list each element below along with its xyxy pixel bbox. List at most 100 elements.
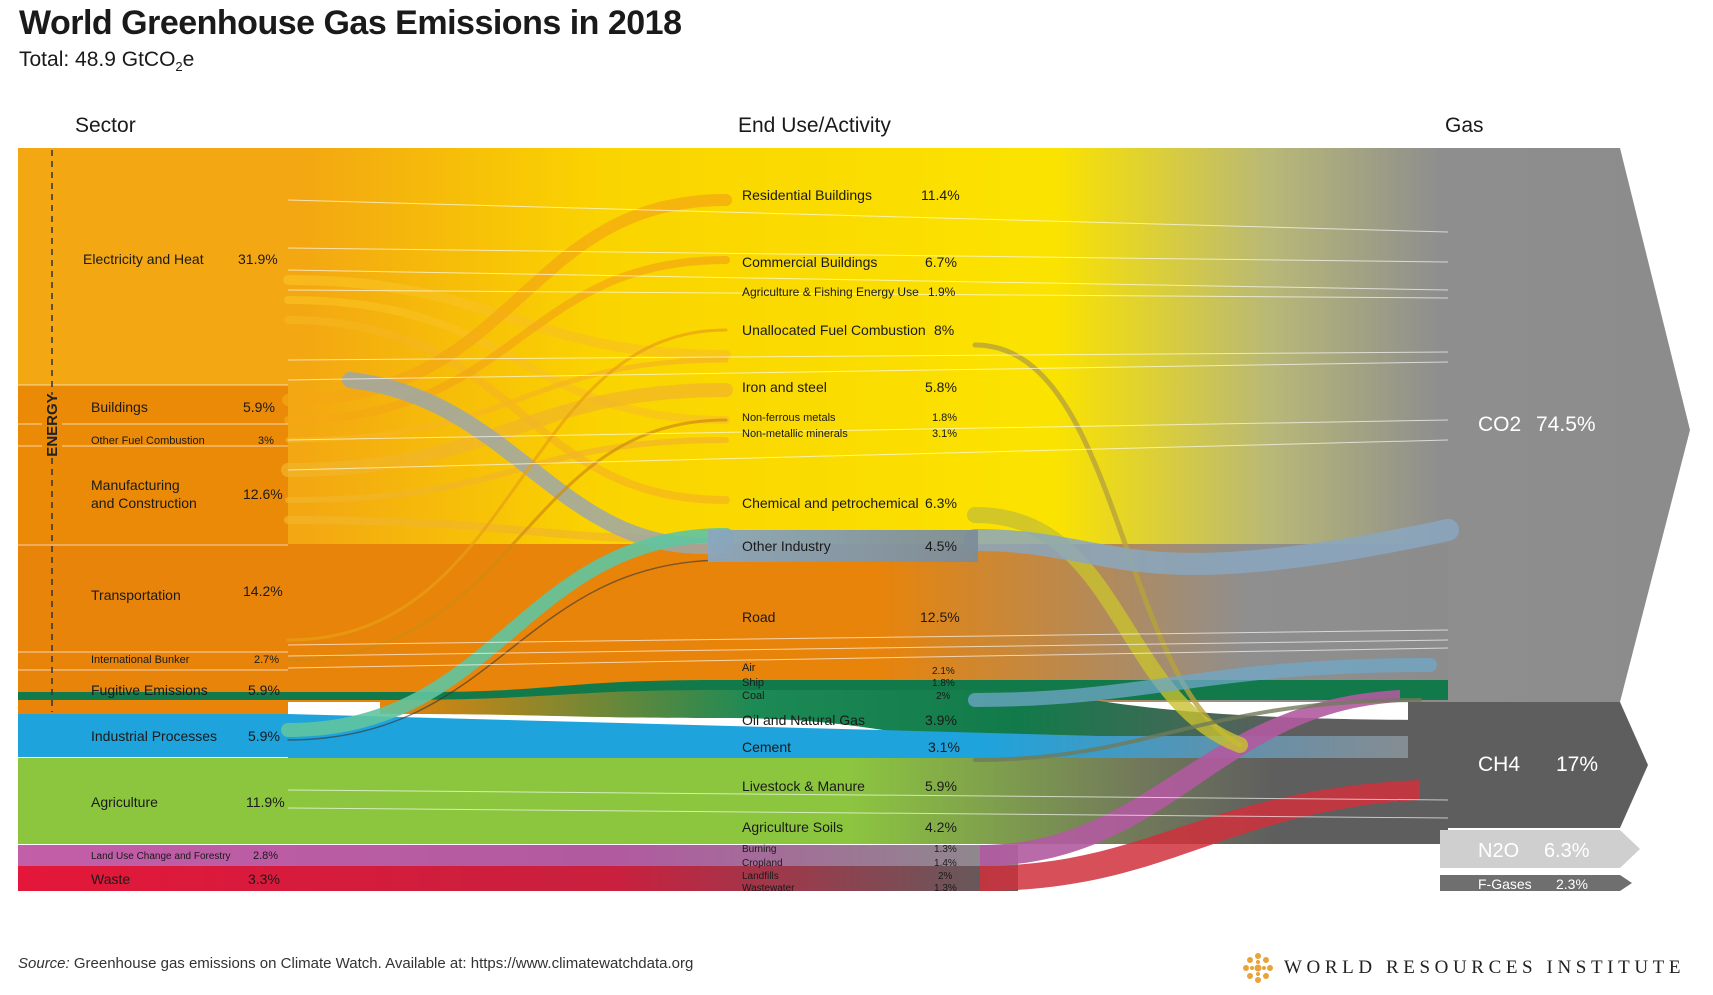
end-use-name: Agriculture & Fishing Energy Use — [742, 285, 919, 299]
gas-value: 6.3% — [1544, 840, 1590, 862]
sector-value: 5.9% — [248, 728, 280, 744]
sector-value: 3% — [258, 435, 274, 447]
sector-name: Waste — [91, 871, 130, 887]
end-use-value: 1.3% — [934, 844, 957, 855]
end-use-value: 1.8% — [932, 412, 957, 424]
flow-otherfuel-unalloc — [285, 357, 729, 443]
sector-name: Fugitive Emissions — [91, 682, 208, 698]
end-use-value: 1.8% — [932, 678, 955, 689]
end-use-value: 11.4% — [921, 187, 960, 203]
gas-name: F-Gases — [1478, 876, 1532, 892]
flow-fugitive-iron — [286, 418, 728, 662]
end-use-value: 3.9% — [925, 712, 957, 728]
sector-value: 5.9% — [243, 399, 275, 415]
subtitle-prefix: Total: 48.9 GtCO — [19, 48, 176, 71]
end-use-value: 3.1% — [928, 739, 960, 755]
sector-value: 11.9% — [246, 794, 285, 810]
flow-land-use — [980, 690, 1400, 866]
band-industrial-processes — [18, 714, 288, 757]
flow-manuf-nonmetal — [285, 437, 729, 503]
end-use-value: 2% — [938, 871, 953, 882]
flow-oil-gas — [380, 690, 1448, 740]
end-use-name: Wastewater — [742, 883, 795, 894]
end-use-value: 1.3% — [934, 883, 957, 894]
chart-title: World Greenhouse Gas Emissions in 2018 — [19, 4, 682, 42]
flow-cement — [288, 714, 1448, 758]
end-use-name: Cement — [742, 739, 791, 755]
source-label: Source: — [18, 955, 70, 972]
sector-name: Agriculture — [91, 794, 158, 810]
band-waste — [18, 866, 1018, 891]
end-use-value: 6.7% — [925, 254, 957, 270]
energy-label: ENERGY — [44, 393, 61, 456]
end-use-name: Oil and Natural Gas — [742, 712, 865, 728]
flow-otherindustry-co2 — [964, 519, 1459, 575]
sector-name: Land Use Change and Forestry — [91, 851, 231, 862]
energy-bracket: ENERGY — [42, 150, 62, 712]
end-use-name: Coal — [742, 690, 765, 702]
sector-value: 14.2% — [243, 583, 283, 599]
wri-flower-icon — [1243, 953, 1273, 983]
end-use-value: 1.9% — [928, 285, 956, 299]
end-use-value: 1.4% — [934, 858, 957, 869]
gas-value: 74.5% — [1536, 413, 1596, 436]
sector-name-line1: Manufacturing — [91, 477, 180, 493]
end-use-value: 6.3% — [925, 495, 957, 511]
band-electricity-heat — [18, 148, 288, 385]
band-transport-block — [18, 544, 288, 714]
energy-label-bg — [42, 395, 62, 455]
column-header-gas: Gas — [1445, 114, 1484, 137]
end-use-name: Livestock & Manure — [742, 778, 865, 794]
gas-labels: CO2 74.5% CH4 17% N2O 6.3% F-Gases 2.3% — [1478, 413, 1598, 892]
sector-name: Transportation — [91, 587, 181, 603]
subtitle-suffix: e — [182, 48, 195, 71]
end-use-value: 2.1% — [932, 666, 955, 677]
band-buildings-manufacturing — [18, 385, 288, 545]
sector-name: Buildings — [91, 399, 148, 415]
end-use-name: Air — [742, 662, 756, 674]
band-land-use — [18, 845, 1018, 866]
flow-manuf-iron — [281, 383, 733, 477]
end-use-name: Agriculture Soils — [742, 819, 843, 835]
chart-subtitle: Total: 48.9 GtCO2e — [19, 48, 194, 74]
end-use-name: Non-ferrous metals — [742, 412, 836, 424]
wri-logo: WORLD RESOURCES INSTITUTE — [1240, 950, 1685, 986]
flow-agriculture-ch4 — [973, 698, 1422, 762]
sector-name: International Bunker — [91, 654, 190, 666]
end-use-value: 4.2% — [925, 819, 957, 835]
flow-elec-unalloc — [283, 275, 731, 360]
sector-name: Industrial Processes — [91, 728, 217, 744]
band-fgases-arrow — [1440, 875, 1632, 891]
end-use-value: 2% — [936, 691, 951, 702]
gas-value: 2.3% — [1556, 876, 1588, 892]
cross-flows — [281, 194, 1459, 762]
end-use-name: Ship — [742, 677, 764, 689]
end-use-labels: Residential Buildings 11.4% Commercial B… — [708, 187, 978, 894]
sector-value: 2.8% — [253, 850, 278, 862]
end-use-value: 5.9% — [925, 778, 957, 794]
source-note: Source: Greenhouse gas emissions on Clim… — [18, 955, 693, 972]
flow-elec-chem — [284, 316, 730, 504]
gas-value: 17% — [1556, 753, 1598, 776]
flow-waste — [980, 780, 1420, 891]
sector-name-line2: and Construction — [91, 495, 197, 511]
end-use-name: Commercial Buildings — [742, 254, 877, 270]
end-use-name: Burning — [742, 844, 776, 855]
flow-industrial-chem — [281, 528, 733, 737]
flow-elec-iron — [284, 296, 730, 424]
gas-name: N2O — [1478, 840, 1519, 862]
sector-value: 2.7% — [254, 654, 279, 666]
end-use-value: 4.5% — [925, 538, 957, 554]
flow-unalloc-co2 — [972, 342, 1243, 748]
sector-name: Other Fuel Combustion — [91, 435, 205, 447]
end-use-name: Landfills — [742, 871, 779, 882]
source-text: Greenhouse gas emissions on Climate Watc… — [69, 955, 694, 972]
gas-name: CO2 — [1478, 413, 1521, 436]
end-use-name: Chemical and petrochemical — [742, 495, 919, 511]
sector-value: 3.3% — [248, 871, 280, 887]
end-use-name: Cropland — [742, 858, 783, 869]
divider-lines — [18, 199, 1449, 819]
end-use-name: Road — [742, 609, 775, 625]
other-industry-band — [708, 530, 978, 562]
